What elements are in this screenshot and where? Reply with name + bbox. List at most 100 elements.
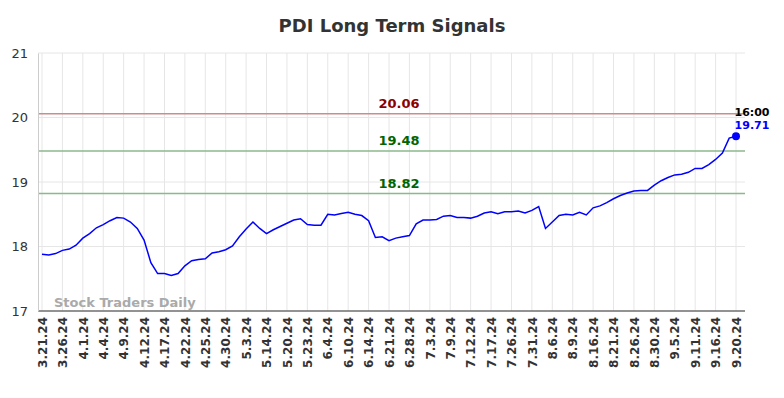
- x-tick: 8.16.24: [587, 311, 601, 368]
- x-tick: 5.3.24: [240, 311, 254, 360]
- x-tick: 5.14.24: [260, 311, 274, 368]
- x-tick-label: 9.5.24: [668, 317, 682, 360]
- last-value: 19.71: [735, 119, 770, 132]
- grid-line-x: [42, 53, 43, 311]
- x-tick: 6.14.24: [362, 311, 376, 368]
- grid-line-x: [572, 53, 573, 311]
- x-tick-label: 9.16.24: [709, 317, 723, 368]
- grid-line-x: [246, 53, 247, 311]
- grid-line-x: [144, 53, 145, 311]
- x-axis-line: [38, 310, 745, 311]
- x-tick: 7.26.24: [505, 311, 519, 368]
- y-tick-label: 17: [11, 304, 28, 319]
- x-tick-label: 6.28.24: [403, 317, 417, 368]
- x-tick-label: 7.17.24: [485, 317, 499, 368]
- reference-line: [38, 113, 745, 115]
- last-point: [732, 132, 740, 140]
- x-tick-label: 8.21.24: [607, 317, 621, 368]
- y-axis-line: [38, 54, 39, 312]
- x-tick-label: 5.20.24: [281, 317, 295, 368]
- grid-line-x: [531, 53, 532, 311]
- x-tick: 8.6.24: [546, 311, 560, 360]
- y-tick: 19: [11, 175, 38, 190]
- x-tick: 7.3.24: [424, 311, 438, 360]
- x-tick-label: 5.23.24: [301, 317, 315, 368]
- x-tick: 4.4.24: [97, 311, 111, 360]
- x-tick: 7.31.24: [526, 311, 540, 368]
- grid-line-x: [307, 53, 308, 311]
- x-tick-label: 6.10.24: [342, 317, 356, 368]
- x-tick-label: 4.30.24: [219, 317, 233, 368]
- reference-line: [38, 193, 745, 195]
- x-tick: 4.1.24: [77, 311, 91, 360]
- grid-line-x: [225, 53, 226, 311]
- x-tick: 8.21.24: [607, 311, 621, 368]
- y-tick: 20: [11, 110, 38, 125]
- x-tick: 6.4.24: [321, 311, 335, 360]
- x-tick: 4.9.24: [117, 311, 131, 360]
- last-time: 16:00: [734, 106, 769, 119]
- x-tick-label: 5.3.24: [240, 317, 254, 360]
- x-tick-label: 6.21.24: [383, 317, 397, 368]
- x-tick: 9.16.24: [709, 311, 723, 368]
- grid-line-x: [348, 53, 349, 311]
- x-tick-label: 9.20.24: [730, 317, 744, 368]
- grid-line-x: [429, 53, 430, 311]
- x-tick-label: 3.26.24: [56, 317, 70, 368]
- grid-line-x: [368, 53, 369, 311]
- x-axis: 3.21.24 3.26.24 4.1.24 4.4.24 4.9.24 4.12.24 4…: [36, 311, 745, 368]
- y-tick-label: 20: [11, 110, 28, 125]
- x-tick: 3.21.24: [36, 311, 50, 368]
- x-tick-label: 5.14.24: [260, 317, 274, 368]
- x-tick-label: 9.11.24: [689, 317, 703, 368]
- y-tick-label: 19: [11, 175, 28, 190]
- grid-line-x: [695, 53, 696, 311]
- reference-label: 18.82: [378, 176, 419, 191]
- reference-lines: 20.06 19.48 18.82: [38, 96, 745, 194]
- x-tick: 8.9.24: [566, 311, 580, 360]
- series-line: [42, 136, 736, 275]
- grid-line-x: [715, 53, 716, 311]
- x-tick: 4.22.24: [179, 311, 193, 368]
- x-tick: 7.17.24: [485, 311, 499, 368]
- grid-line-x: [736, 53, 737, 311]
- reference-label: 19.48: [378, 133, 419, 148]
- grid-line-x: [633, 53, 634, 311]
- x-tick: 4.12.24: [138, 311, 152, 368]
- x-tick: 8.26.24: [628, 311, 642, 368]
- grid-line-x: [82, 53, 83, 311]
- x-tick: 9.20.24: [730, 311, 744, 368]
- grid-line-x: [470, 53, 471, 311]
- grid: [38, 53, 745, 311]
- grid-line-x: [674, 53, 675, 311]
- grid-line-x: [184, 53, 185, 311]
- x-tick-label: 4.12.24: [138, 317, 152, 368]
- x-tick-label: 7.3.24: [424, 317, 438, 360]
- y-axis: 1718192021: [11, 46, 38, 319]
- x-tick-label: 4.22.24: [179, 317, 193, 368]
- title: PDI Long Term Signals: [279, 15, 506, 36]
- x-tick: 4.30.24: [219, 311, 233, 368]
- x-tick-label: 8.9.24: [566, 317, 580, 360]
- x-tick: 9.11.24: [689, 311, 703, 368]
- x-tick-label: 4.1.24: [77, 317, 91, 360]
- y-tick: 18: [11, 239, 38, 254]
- x-tick-label: 8.16.24: [587, 317, 601, 368]
- x-tick: 6.10.24: [342, 311, 356, 368]
- x-tick-label: 4.9.24: [117, 317, 131, 360]
- x-tick: 9.5.24: [668, 311, 682, 360]
- x-tick-label: 8.30.24: [648, 317, 662, 368]
- x-tick-label: 8.26.24: [628, 317, 642, 368]
- x-tick: 7.12.24: [464, 311, 478, 368]
- reference-line: [38, 150, 745, 152]
- grid-line-x: [62, 53, 63, 311]
- x-tick-label: 4.17.24: [158, 317, 172, 368]
- x-tick: 8.30.24: [648, 311, 662, 368]
- x-tick: 6.21.24: [383, 311, 397, 368]
- watermark: Stock Traders Daily: [54, 295, 196, 310]
- reference-label: 20.06: [378, 96, 419, 111]
- x-tick-label: 8.6.24: [546, 317, 560, 360]
- x-tick-label: 4.4.24: [97, 317, 111, 360]
- grid-line-x: [286, 53, 287, 311]
- grid-line-x: [205, 53, 206, 311]
